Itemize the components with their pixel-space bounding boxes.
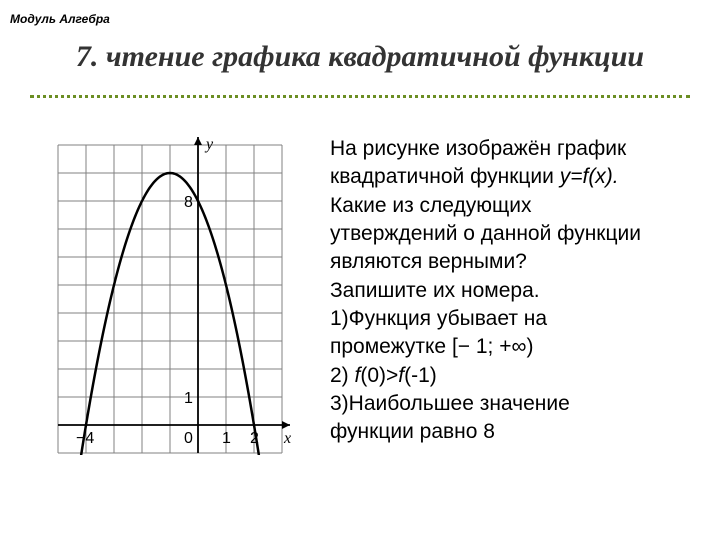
text-fragment: (-1)	[404, 364, 437, 387]
text-fragment: 2)	[330, 364, 355, 387]
text-line: Какие из следующих	[330, 192, 695, 220]
text-line: 1)Функция убывает на	[330, 305, 695, 333]
problem-text: На рисунке изображён график квадратичной…	[330, 135, 695, 455]
text-line: Запишите их номера.	[330, 277, 695, 305]
module-label: Модуль Алгебра	[10, 12, 110, 26]
text-line: утверждений о данной функции	[330, 220, 695, 248]
svg-text:1: 1	[184, 390, 193, 407]
svg-text:x: x	[283, 430, 291, 447]
svg-text:y: y	[204, 136, 214, 153]
text-line: 3)Наибольшее значение	[330, 390, 695, 418]
chart-container: y x 8 1 0 1 2 −4	[30, 135, 310, 455]
svg-text:1: 1	[222, 430, 231, 447]
text-line: 2) f(0)>f(-1)	[330, 362, 695, 390]
text-fragment-italic: y=f(x).	[560, 165, 619, 188]
text-line: На рисунке изображён график	[330, 135, 695, 163]
content-row: y x 8 1 0 1 2 −4 На рисунке изображён график кв…	[30, 135, 695, 455]
svg-text:2: 2	[250, 430, 259, 447]
svg-text:−4: −4	[76, 430, 94, 447]
text-fragment: (0)>	[360, 364, 398, 387]
text-line: являются верными?	[330, 248, 695, 276]
svg-text:8: 8	[184, 194, 193, 211]
divider	[30, 95, 690, 98]
svg-text:0: 0	[184, 430, 193, 447]
text-line: промежутке [− 1; +∞)	[330, 333, 695, 361]
parabola-chart: y x 8 1 0 1 2 −4	[30, 135, 310, 455]
page-title: 7. чтение графика квадратичной функции	[0, 40, 720, 74]
text-line: функции равно 8	[330, 418, 695, 446]
text-line: квадратичной функции y=f(x).	[330, 163, 695, 191]
text-fragment: квадратичной функции	[330, 165, 560, 188]
